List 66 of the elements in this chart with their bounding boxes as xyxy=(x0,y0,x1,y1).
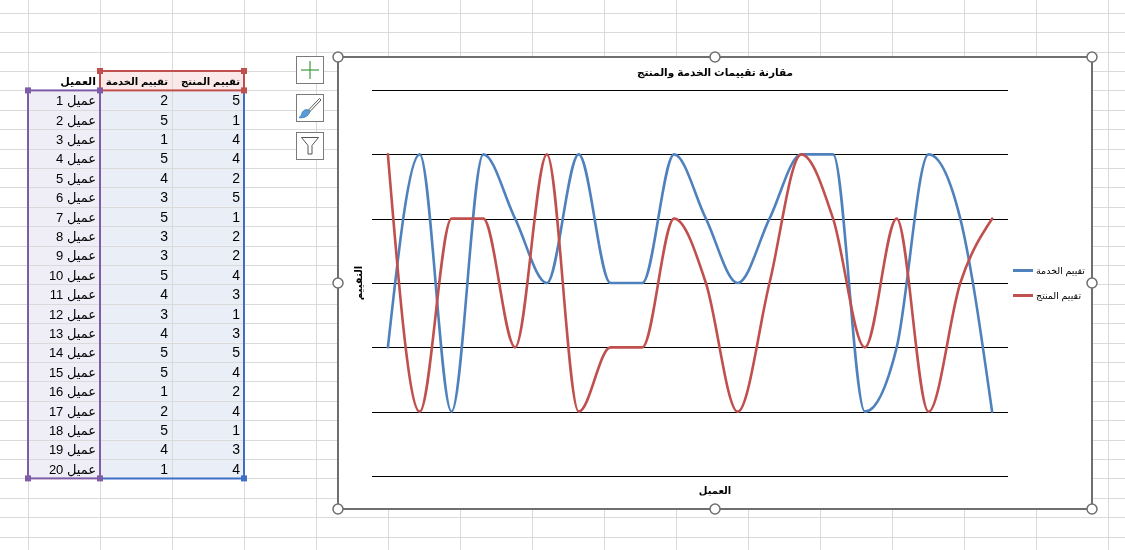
y-tick-label: عميل 11 xyxy=(49,287,96,303)
data-label: 2 xyxy=(232,227,241,244)
data-label: 4 xyxy=(232,363,241,380)
data-label: 1 xyxy=(232,305,241,322)
data-label: 5 xyxy=(232,189,241,206)
data-label: 2 xyxy=(160,402,169,419)
data-label: 5 xyxy=(160,344,169,361)
y-tick-label: عميل 12 xyxy=(48,306,96,322)
legend-label: تقييم الخدمة xyxy=(1036,265,1086,277)
legend-label: تقييم المنتج xyxy=(1036,290,1082,302)
y-tick-label: عميل 3 xyxy=(56,131,96,147)
y-axis-title: العميل xyxy=(60,75,96,89)
data-label: 3 xyxy=(232,441,241,458)
y-tick-label: عميل 2 xyxy=(56,112,96,128)
data-label: 4 xyxy=(160,169,169,186)
y-tick-label: عميل 16 xyxy=(48,384,96,400)
data-label: 3 xyxy=(160,189,169,206)
y-tick-label: عميل 19 xyxy=(48,442,96,458)
data-label: 5 xyxy=(160,150,169,167)
data-label: 5 xyxy=(232,344,241,361)
data-label: 4 xyxy=(160,286,169,303)
y-tick-label: عميل 20 xyxy=(48,461,96,477)
y-tick-label: عميل 14 xyxy=(48,345,96,361)
y-axis-title: التقييم xyxy=(353,265,364,301)
data-label: 5 xyxy=(160,208,169,225)
data-label: 5 xyxy=(160,111,169,128)
data-label: 4 xyxy=(160,324,169,341)
data-label: 4 xyxy=(232,402,241,419)
y-tick-label: عميل 4 xyxy=(56,151,96,167)
data-label: 4 xyxy=(232,460,241,477)
y-tick-label: عميل 8 xyxy=(56,228,96,244)
data-label: 5 xyxy=(160,266,169,283)
data-label: 4 xyxy=(160,441,169,458)
data-label: 3 xyxy=(232,286,241,303)
chart-title: مقارنة تقييمات الخدمة والمنتج xyxy=(636,66,794,79)
data-label: 2 xyxy=(160,92,169,109)
y-tick-label: عميل 10 xyxy=(48,267,96,283)
y-tick-label: عميل 7 xyxy=(56,209,96,225)
data-label: 5 xyxy=(160,421,169,438)
data-label: 3 xyxy=(160,227,169,244)
data-label: 5 xyxy=(232,92,241,109)
y-tick-label: عميل 15 xyxy=(48,364,96,380)
y-tick-label: عميل 9 xyxy=(56,248,96,264)
data-label: 2 xyxy=(232,247,241,264)
data-label: 3 xyxy=(232,324,241,341)
y-tick-label: عميل 1 xyxy=(56,93,96,109)
data-label: 1 xyxy=(232,111,241,128)
data-label: 4 xyxy=(232,130,241,147)
data-label: 4 xyxy=(232,150,241,167)
y-tick-label: عميل 17 xyxy=(48,403,96,419)
data-label: 3 xyxy=(160,305,169,322)
y-tick-label: عميل 5 xyxy=(56,170,96,186)
data-label: 2 xyxy=(232,383,241,400)
data-label: 3 xyxy=(160,247,169,264)
data-label: 1 xyxy=(160,460,169,477)
data-label: 1 xyxy=(160,383,169,400)
y-tick-label: عميل 18 xyxy=(48,422,96,438)
x-axis-title: العميل xyxy=(698,485,732,496)
data-label: 1 xyxy=(160,130,169,147)
data-label: 2 xyxy=(232,169,241,186)
y-tick-label: عميل 13 xyxy=(48,325,96,341)
data-label: 5 xyxy=(160,363,169,380)
data-label: 4 xyxy=(232,266,241,283)
data-label: 1 xyxy=(232,208,241,225)
y-tick-label: عميل 6 xyxy=(56,190,96,206)
data-label: 1 xyxy=(232,421,241,438)
